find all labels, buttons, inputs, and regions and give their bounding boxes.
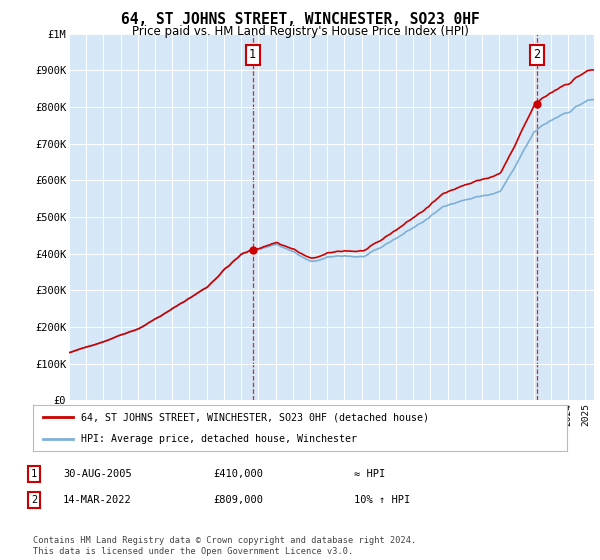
Text: Contains HM Land Registry data © Crown copyright and database right 2024.
This d: Contains HM Land Registry data © Crown c…	[33, 536, 416, 556]
Text: 64, ST JOHNS STREET, WINCHESTER, SO23 0HF: 64, ST JOHNS STREET, WINCHESTER, SO23 0H…	[121, 12, 479, 27]
Text: 1: 1	[249, 48, 256, 61]
Text: £410,000: £410,000	[213, 469, 263, 479]
Text: HPI: Average price, detached house, Winchester: HPI: Average price, detached house, Winc…	[81, 435, 357, 444]
Text: 64, ST JOHNS STREET, WINCHESTER, SO23 0HF (detached house): 64, ST JOHNS STREET, WINCHESTER, SO23 0H…	[81, 412, 429, 422]
Text: 30-AUG-2005: 30-AUG-2005	[63, 469, 132, 479]
Text: 10% ↑ HPI: 10% ↑ HPI	[354, 495, 410, 505]
Text: 2: 2	[31, 495, 37, 505]
Text: Price paid vs. HM Land Registry's House Price Index (HPI): Price paid vs. HM Land Registry's House …	[131, 25, 469, 38]
Text: £809,000: £809,000	[213, 495, 263, 505]
Text: 2: 2	[533, 48, 540, 61]
Text: ≈ HPI: ≈ HPI	[354, 469, 385, 479]
Text: 14-MAR-2022: 14-MAR-2022	[63, 495, 132, 505]
Text: 1: 1	[31, 469, 37, 479]
